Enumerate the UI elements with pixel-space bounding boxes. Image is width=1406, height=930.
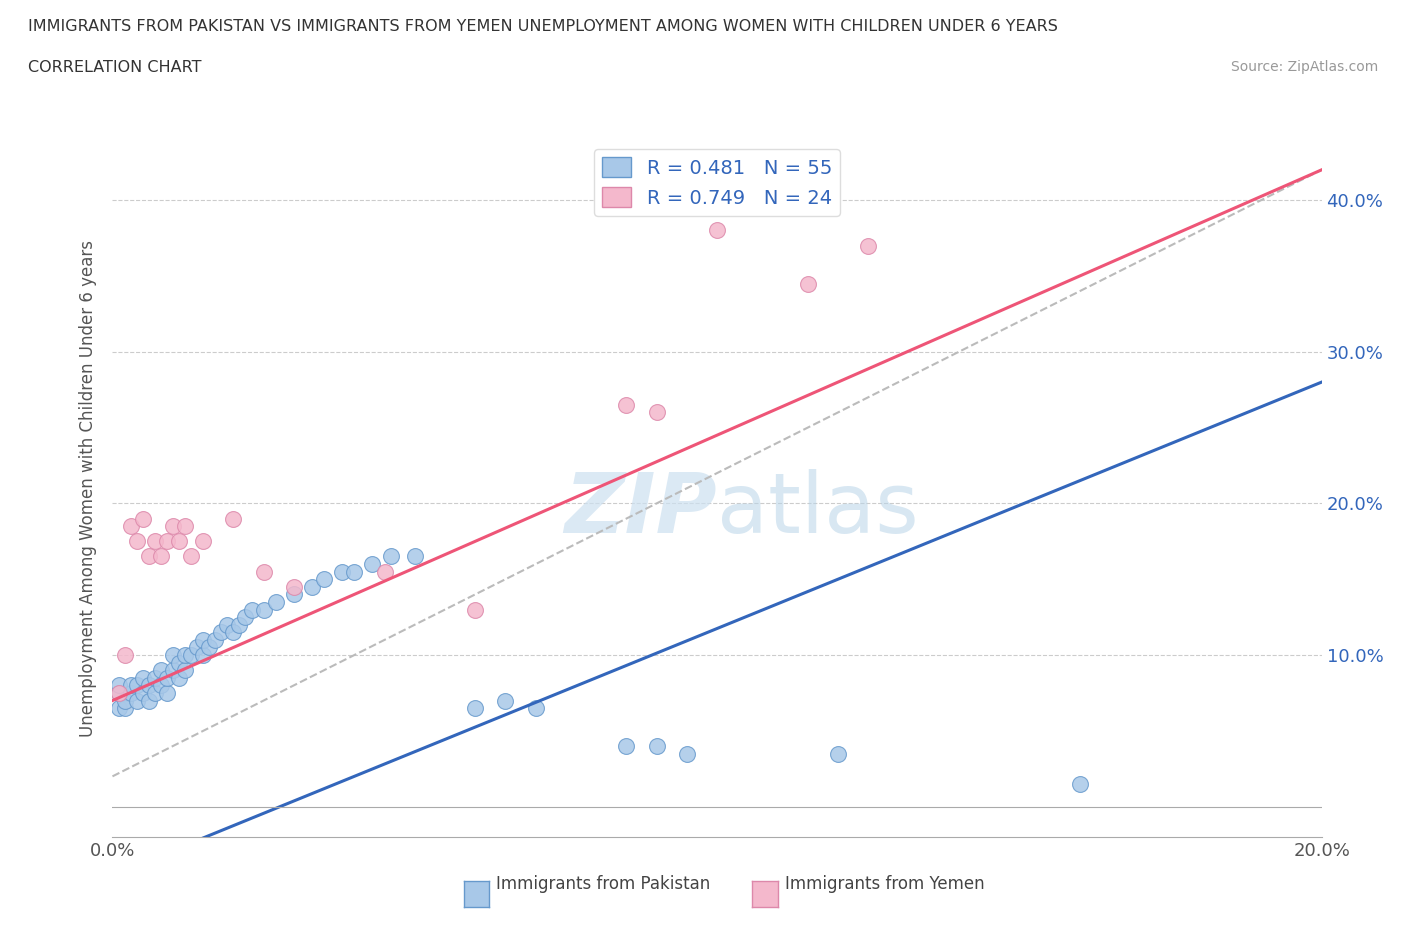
Point <box>645 405 668 419</box>
Point <box>228 618 250 632</box>
Point <box>1069 777 1091 791</box>
Point <box>495 693 517 708</box>
Point <box>380 549 402 564</box>
Point <box>143 534 166 549</box>
Point <box>361 557 384 572</box>
Point <box>107 685 129 700</box>
Point <box>132 685 155 700</box>
Point <box>143 671 166 685</box>
Text: Immigrants from Pakistan: Immigrants from Pakistan <box>496 874 710 893</box>
Point <box>174 647 197 662</box>
Point <box>464 700 486 715</box>
Point <box>191 632 214 647</box>
Point <box>162 647 184 662</box>
Point <box>283 579 305 594</box>
Point <box>524 700 547 715</box>
Point <box>162 519 184 534</box>
Point <box>191 647 214 662</box>
Point <box>114 647 136 662</box>
Point <box>827 746 849 761</box>
Point <box>856 238 880 253</box>
Point <box>107 678 129 693</box>
Point <box>253 565 276 579</box>
Point <box>174 663 197 678</box>
Text: CORRELATION CHART: CORRELATION CHART <box>28 60 201 75</box>
Point <box>253 602 276 617</box>
Point <box>114 700 136 715</box>
Point <box>191 534 214 549</box>
Point <box>464 602 486 617</box>
Point <box>138 693 160 708</box>
Point <box>204 632 226 647</box>
Point <box>283 587 305 602</box>
Point <box>125 678 148 693</box>
Point <box>330 565 353 579</box>
Point <box>174 519 197 534</box>
Point <box>156 534 179 549</box>
Point <box>180 549 202 564</box>
Point <box>186 640 208 655</box>
Text: IMMIGRANTS FROM PAKISTAN VS IMMIGRANTS FROM YEMEN UNEMPLOYMENT AMONG WOMEN WITH : IMMIGRANTS FROM PAKISTAN VS IMMIGRANTS F… <box>28 19 1057 33</box>
Point <box>132 512 155 526</box>
Point <box>209 625 232 640</box>
Legend: R = 0.481   N = 55, R = 0.749   N = 24: R = 0.481 N = 55, R = 0.749 N = 24 <box>595 149 839 216</box>
Point <box>107 685 129 700</box>
Point <box>404 549 426 564</box>
Point <box>217 618 239 632</box>
Text: atlas: atlas <box>717 469 918 550</box>
Point <box>616 397 638 412</box>
Point <box>240 602 263 617</box>
Point <box>120 519 142 534</box>
Point <box>149 678 172 693</box>
Point <box>156 671 179 685</box>
Point <box>162 663 184 678</box>
Point <box>120 678 142 693</box>
Point <box>374 565 396 579</box>
Point <box>120 685 142 700</box>
Point <box>149 663 172 678</box>
Point <box>198 640 221 655</box>
Point <box>706 223 728 238</box>
Point <box>107 700 129 715</box>
Y-axis label: Unemployment Among Women with Children Under 6 years: Unemployment Among Women with Children U… <box>79 240 97 737</box>
Point <box>645 738 668 753</box>
Point <box>167 671 190 685</box>
Point <box>675 746 697 761</box>
Point <box>143 685 166 700</box>
Text: ZIP: ZIP <box>564 469 717 550</box>
Point <box>138 549 160 564</box>
Point <box>132 671 155 685</box>
Point <box>149 549 172 564</box>
Text: Immigrants from Yemen: Immigrants from Yemen <box>785 874 984 893</box>
Point <box>314 572 336 587</box>
Point <box>114 693 136 708</box>
Point <box>235 610 257 625</box>
Point <box>301 579 323 594</box>
Point <box>138 678 160 693</box>
Point <box>343 565 366 579</box>
Point <box>264 594 287 609</box>
Point <box>125 693 148 708</box>
Point <box>125 534 148 549</box>
Point <box>222 625 245 640</box>
Point <box>180 647 202 662</box>
Point <box>167 656 190 671</box>
Text: Source: ZipAtlas.com: Source: ZipAtlas.com <box>1230 60 1378 74</box>
Point <box>616 738 638 753</box>
Point <box>167 534 190 549</box>
Point <box>156 685 179 700</box>
Point <box>796 276 818 291</box>
Point <box>222 512 245 526</box>
